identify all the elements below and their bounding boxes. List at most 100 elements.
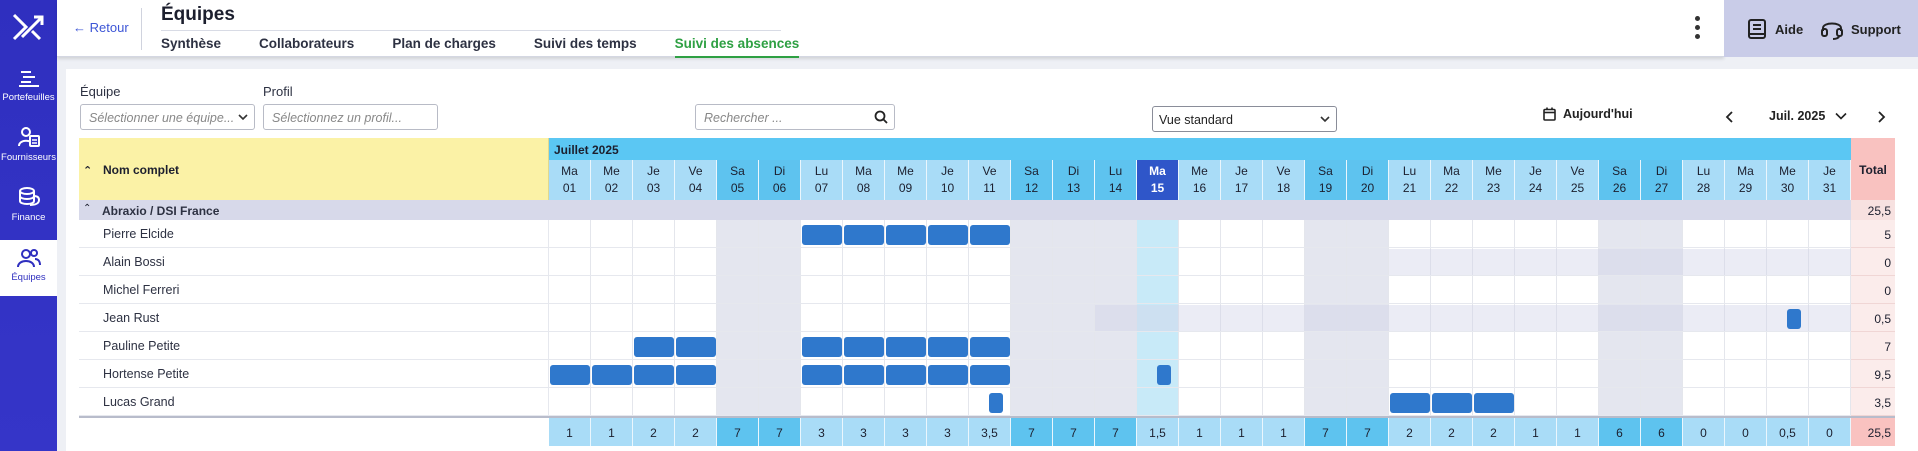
day-of-week: Ve <box>1570 164 1585 178</box>
absence-block[interactable] <box>676 365 716 385</box>
day-number: 19 <box>1318 181 1333 195</box>
absence-block[interactable] <box>1474 393 1514 413</box>
absence-block[interactable] <box>844 337 884 357</box>
month-select[interactable]: Juil. 2025 <box>1769 109 1847 123</box>
tab-synthese[interactable]: Synthèse <box>161 36 222 51</box>
absence-block[interactable] <box>928 225 968 245</box>
day-number: 23 <box>1486 181 1501 195</box>
today-label: Aujourd'hui <box>1563 107 1633 121</box>
day-total: 1 <box>1557 418 1599 446</box>
absence-grid: ⌃ Nom complet Juillet 2025 Total Ma 01 1 Me 02 1 J… <box>79 138 1895 451</box>
day-of-week: Me <box>603 164 620 178</box>
absence-block[interactable] <box>1390 393 1430 413</box>
day-total: 7 <box>717 418 759 446</box>
table-row[interactable] <box>79 304 549 332</box>
day-header: Lu 14 <box>1095 160 1137 200</box>
back-button[interactable]: ← Retour <box>73 20 129 35</box>
day-header: Je 17 <box>1221 160 1263 200</box>
day-header: Ma 08 <box>843 160 885 200</box>
absence-block[interactable] <box>802 225 842 245</box>
day-of-week: Sa <box>1318 164 1333 178</box>
name-header-label: Nom complet <box>103 163 180 177</box>
absence-block[interactable] <box>886 365 926 385</box>
search-placeholder: Rechercher ... <box>704 111 783 125</box>
absence-block[interactable] <box>1787 309 1801 329</box>
collapse-all-icon[interactable]: ⌃ <box>83 165 93 177</box>
table-row[interactable] <box>79 220 549 248</box>
day-of-week: Sa <box>1024 164 1039 178</box>
portfolio-icon <box>18 71 39 87</box>
day-of-week: Me <box>1779 164 1796 178</box>
absence-block[interactable] <box>928 337 968 357</box>
day-column <box>1599 220 1641 416</box>
day-header: Je 10 <box>927 160 969 200</box>
day-header: Di 06 <box>759 160 801 200</box>
absence-block[interactable] <box>886 225 926 245</box>
day-column <box>1683 220 1725 416</box>
support-button[interactable]: Support <box>1820 18 1901 40</box>
day-total: 3 <box>927 418 969 446</box>
row-total: 0,5 <box>1851 304 1895 332</box>
chevron-left-icon[interactable] <box>1725 110 1735 124</box>
table-row[interactable] <box>79 360 549 388</box>
today-button[interactable]: Aujourd'hui <box>1543 107 1633 121</box>
more-menu-icon[interactable] <box>1692 16 1702 42</box>
back-label: Retour <box>89 20 129 35</box>
sidebar-item-equipes[interactable]: Équipes <box>0 240 57 296</box>
tab-plan-de-charges[interactable]: Plan de charges <box>392 36 496 51</box>
absence-block[interactable] <box>592 365 632 385</box>
absence-block[interactable] <box>1157 365 1171 385</box>
absence-block[interactable] <box>970 337 1010 357</box>
absence-block[interactable] <box>989 393 1003 413</box>
day-number: 07 <box>814 181 829 195</box>
day-column <box>1557 220 1599 416</box>
absence-block[interactable] <box>802 365 842 385</box>
sidebar-item-fournisseurs[interactable]: Fournisseurs <box>0 126 57 184</box>
chevron-right-icon[interactable] <box>1876 110 1886 124</box>
profile-filter-label: Profil <box>263 84 293 99</box>
day-total: 7 <box>1053 418 1095 446</box>
day-total: 0 <box>1683 418 1725 446</box>
absence-block[interactable] <box>676 337 716 357</box>
app-logo-icon[interactable] <box>10 11 46 43</box>
tab-suivi-des-temps[interactable]: Suivi des temps <box>533 36 637 51</box>
day-total: 3 <box>843 418 885 446</box>
day-header: Di 13 <box>1053 160 1095 200</box>
day-number: 02 <box>604 181 619 195</box>
tab-suivi-des-absences[interactable]: Suivi des absences <box>674 31 800 58</box>
sidebar-item-portefeuilles[interactable]: Portefeuilles <box>0 68 57 126</box>
absence-block[interactable] <box>928 365 968 385</box>
absence-block[interactable] <box>844 225 884 245</box>
absence-block[interactable] <box>886 337 926 357</box>
absence-block[interactable] <box>970 365 1010 385</box>
table-row[interactable] <box>79 388 549 416</box>
day-number: 26 <box>1612 181 1627 195</box>
day-total: 6 <box>1599 418 1641 446</box>
day-total: 0,5 <box>1767 418 1809 446</box>
absence-block[interactable] <box>1432 393 1472 413</box>
day-header: Je 24 <box>1515 160 1557 200</box>
group-collapse-icon[interactable]: ⌃ <box>83 203 92 214</box>
day-header: Ma 15 <box>1137 160 1179 200</box>
table-row[interactable] <box>79 332 549 360</box>
team-select[interactable]: Sélectionner une équipe... <box>80 104 255 130</box>
search-input[interactable]: Rechercher ... <box>695 104 895 130</box>
absence-block[interactable] <box>970 225 1010 245</box>
help-button[interactable]: Aide <box>1746 18 1803 40</box>
day-of-week: Di <box>773 164 786 178</box>
absence-block[interactable] <box>550 365 590 385</box>
sidebar-item-finance[interactable]: Finance <box>0 186 57 244</box>
absence-block[interactable] <box>634 365 674 385</box>
view-select[interactable]: Vue standard <box>1152 106 1337 132</box>
row-total: 0 <box>1851 276 1895 304</box>
day-of-week: Ve <box>982 164 997 178</box>
absence-block[interactable] <box>802 337 842 357</box>
absence-block[interactable] <box>634 337 674 357</box>
absence-block[interactable] <box>844 365 884 385</box>
teams-icon <box>16 249 41 268</box>
profile-input[interactable]: Sélectionnez un profil... <box>263 104 438 130</box>
tab-collaborateurs[interactable]: Collaborateurs <box>259 36 355 51</box>
day-header: Ve 11 <box>969 160 1011 200</box>
table-row[interactable] <box>79 248 549 276</box>
table-row[interactable] <box>79 276 549 304</box>
